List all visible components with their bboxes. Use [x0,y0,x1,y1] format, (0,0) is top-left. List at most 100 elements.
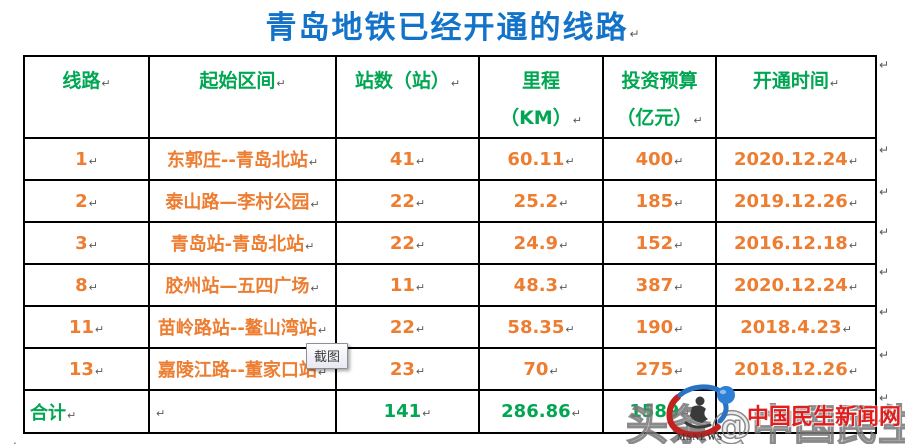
cell-section: 青岛站-青岛北站↵ [148,221,337,265]
row-end-mark-icon: ↵ [879,305,890,319]
header-stations: 站数（站）↵ [335,55,480,139]
total-mileage: 286.86↵ [478,389,604,434]
cell-opened: 2016.12.18↵ [715,221,877,265]
cell-mileage: 70↵ [478,347,604,391]
header-row: 线路↵ 起始区间↵ 站数（站）↵ 里程 （KM）↵ 投资预算 （亿元）↵ 开通时… [23,55,877,139]
paragraph-mark-icon: ↵ [415,322,426,336]
paragraph-mark-icon: ↵ [310,282,320,295]
paragraph-mark-icon: ↵ [848,364,859,378]
cell-stations: 22↵ [335,221,480,265]
page-title: 青岛地铁已经开通的线路↵ [0,2,905,47]
cell-line: 13↵ [23,347,150,391]
paragraph-mark-icon: ↵ [693,114,703,127]
screenshot-tooltip: 截图 [306,343,349,369]
paragraph-mark-icon: ↵ [317,366,328,379]
paragraph-mark-icon: ↵ [565,322,575,336]
paragraph-mark-icon: ↵ [415,196,426,210]
cell-stations: 41↵ [335,137,480,181]
paragraph-mark-icon: ↵ [842,322,852,336]
cell-opened: 2020.12.24↵ [715,137,877,181]
cell-line: 1↵ [23,137,150,181]
cell-section: 嘉陵江路--董家口站↵ [148,347,337,391]
paragraph-mark-icon: ↵ [415,238,426,252]
msnews-logo-caption: MSNEWS [676,432,723,442]
table-row: 11↵ 苗岭路站--鳌山湾站↵ 22↵ 58.35↵ 190↵ 2018.4.2… [23,305,877,349]
paragraph-mark-icon: ↵ [305,240,315,253]
header-line: 线路↵ [23,55,150,139]
site-name-watermark: 中国民生新闻网 [747,405,902,430]
paragraph-mark-icon: ↵ [308,156,319,169]
paragraph-mark-icon: ↵ [674,154,684,168]
row-end-mark-icon: ↵ [879,58,890,72]
cell-mileage: 24.9↵ [478,221,604,265]
paragraph-mark-icon: ↵ [88,154,98,168]
paragraph-mark-icon: ↵ [674,364,684,378]
msnews-logo: MSNEWS [662,383,754,444]
cell-section: 泰山路—李村公园↵ [148,179,337,223]
table-row: 8↵ 胶州站—五四广场↵ 11↵ 48.3↵ 387↵ 2020.12.24↵ [23,263,877,307]
cell-section: 胶州站—五四广场↵ [148,263,337,307]
cell-opened: 2020.12.24↵ [715,263,877,307]
paragraph-mark-icon: ↵ [276,77,286,90]
paragraph-mark-icon: ↵ [848,238,859,252]
header-label: 站数（站） [354,70,450,92]
cell-opened: 2018.4.23↵ [715,305,877,349]
row-end-mark-icon: ↵ [879,348,890,362]
cell-mileage: 25.2↵ [478,179,604,223]
row-end-mark-icon: ↵ [879,185,890,199]
paragraph-mark-icon: ↵ [674,238,684,252]
paragraph-mark-icon: ↵ [565,154,575,168]
paragraph-mark-icon: ↵ [67,408,77,422]
paragraph-mark-icon: ↵ [94,322,105,336]
paragraph-mark-icon: ↵ [559,238,569,252]
cell-investment: 275↵ [602,347,717,391]
paragraph-mark-icon: ↵ [674,280,684,294]
cell-investment: 190↵ [602,305,717,349]
paragraph-mark-icon: ↵ [94,364,105,378]
msnews-logo-icon [666,384,735,438]
metro-lines-table: 线路↵ 起始区间↵ 站数（站）↵ 里程 （KM）↵ 投资预算 （亿元）↵ 开通时… [23,55,877,434]
paragraph-mark-icon: ↵ [415,154,426,168]
paragraph-mark-icon: ↵ [317,324,328,337]
cell-line: 8↵ [23,263,150,307]
paragraph-mark-icon: ↵ [674,322,684,336]
header-label: 投资预算 [621,70,698,92]
header-label: 线路 [62,70,101,92]
header-investment: 投资预算 （亿元）↵ [602,55,717,139]
header-label-unit: （KM）↵ [500,107,582,129]
header-opened: 开通时间↵ [715,55,877,139]
cell-mileage: 48.3↵ [478,263,604,307]
total-stations: 141↵ [335,389,480,434]
header-label: 里程 [521,70,560,92]
header-label: 开通时间 [752,70,829,92]
paragraph-mark-icon: ↵ [848,280,859,294]
table-row: 3↵ 青岛站-青岛北站↵ 22↵ 24.9↵ 152↵ 2016.12.18↵ [23,221,877,265]
table-row: 13↵ 嘉陵江路--董家口站↵ 23↵ 70↵ 275↵ 2018.12.26↵ [23,347,877,391]
cell-investment: 152↵ [602,221,717,265]
cell-mileage: 60.11↵ [478,137,604,181]
paragraph-mark-icon: ↵ [572,114,582,127]
paragraph-mark-icon: ↵ [629,27,640,41]
cutoff-mark: . [13,433,17,444]
header-label-unit: （亿元）↵ [616,107,703,129]
cell-opened: 2019.12.26↵ [715,179,877,223]
paragraph-mark-icon: ↵ [88,280,98,294]
cell-stations: 11↵ [335,263,480,307]
paragraph-mark-icon: ↵ [848,196,859,210]
header-section: 起始区间↵ [148,55,337,139]
cell-stations: 23↵ [335,347,480,391]
paragraph-mark-icon: ↵ [88,196,98,210]
paragraph-mark-icon: ↵ [415,364,426,378]
screenshot-tooltip-label: 截图 [314,350,341,365]
cell-opened: 2018.12.26↵ [715,347,877,391]
paragraph-mark-icon: ↵ [559,280,569,294]
paragraph-mark-icon: ↵ [310,198,320,211]
cell-line: 2↵ [23,179,150,223]
total-section: ↵ [148,389,337,434]
cell-line: 3↵ [23,221,150,265]
paragraph-mark-icon: ↵ [156,407,166,420]
paragraph-mark-icon: ↵ [674,196,684,210]
row-end-mark-icon: ↵ [879,265,890,279]
paragraph-mark-icon: ↵ [571,407,581,420]
